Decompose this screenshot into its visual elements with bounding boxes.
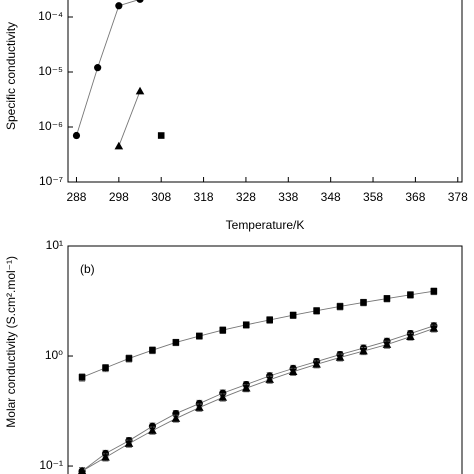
x-axis-label: Temperature/K [226, 218, 305, 232]
y-tick-label: 10⁻¹ [39, 458, 63, 472]
x-tick-label: 308 [151, 190, 171, 204]
series-line [118, 90, 141, 147]
marker [196, 332, 203, 340]
y-tick-label: 10¹ [46, 238, 63, 252]
marker [218, 393, 228, 401]
plot-frame [67, 0, 463, 183]
x-tick-label: 348 [321, 190, 341, 204]
y-axis-label: Specific conductivity [4, 22, 18, 130]
marker [266, 316, 273, 324]
marker [78, 374, 86, 381]
y-tick-label: 10⁻⁴ [38, 9, 63, 23]
x-tick-label: 298 [109, 190, 129, 204]
marker [383, 295, 391, 302]
marker [115, 2, 123, 10]
marker [101, 453, 110, 461]
marker [241, 383, 251, 392]
marker [289, 311, 297, 319]
marker [114, 141, 124, 150]
marker [265, 375, 274, 383]
series-line [81, 328, 435, 472]
x-tick-label: 288 [66, 190, 86, 204]
chart: 10⁻⁷ 10⁻⁶ 10⁻⁵ 10⁻⁴ 288 298 308 318 328 338 348 358… [4, 0, 468, 232]
marker [407, 291, 414, 299]
series-line [81, 325, 434, 472]
series-line [76, 0, 140, 136]
marker [125, 355, 133, 362]
marker [382, 340, 392, 348]
x-tick-label: 328 [236, 190, 256, 204]
marker [172, 339, 180, 346]
marker [136, 0, 144, 3]
x-tick-label: 338 [278, 190, 298, 204]
marker [242, 321, 250, 329]
y-axis-label: Molar conductivity (S.cm².mol⁻¹) [4, 256, 18, 428]
marker [195, 403, 204, 411]
marker [430, 287, 438, 295]
plot-frame [67, 245, 463, 474]
x-tick-label: 318 [194, 190, 214, 204]
series-line [81, 290, 434, 378]
x-tick-label: 358 [363, 190, 383, 204]
marker [406, 332, 415, 340]
x-tick-label: 378 [448, 190, 468, 204]
marker [312, 360, 321, 368]
marker [336, 303, 344, 310]
marker [135, 86, 145, 95]
marker [313, 307, 320, 315]
marker [335, 353, 345, 361]
panel-label: (b) [80, 262, 95, 276]
marker [359, 346, 368, 355]
marker [171, 414, 181, 422]
chart: 10⁻¹ 10⁰ 10¹ Molar conductivity (S.cm².mol⁻… [4, 238, 463, 474]
marker [124, 439, 134, 447]
marker [429, 324, 439, 332]
marker [148, 422, 157, 430]
marker [219, 389, 227, 397]
y-tick-label: 10⁻⁵ [38, 64, 63, 78]
marker [148, 426, 157, 434]
marker [77, 466, 87, 474]
x-tick-label: 368 [405, 190, 425, 204]
marker [360, 299, 367, 306]
marker [149, 346, 156, 354]
marker [288, 367, 298, 376]
y-tick-label: 10⁻⁶ [38, 119, 63, 133]
marker [219, 326, 227, 334]
marker [94, 64, 102, 72]
marker [157, 132, 165, 139]
marker [102, 364, 109, 372]
y-tick-label: 10⁻⁷ [39, 174, 63, 188]
y-tick-label: 10⁰ [45, 348, 63, 362]
marker [72, 131, 81, 140]
